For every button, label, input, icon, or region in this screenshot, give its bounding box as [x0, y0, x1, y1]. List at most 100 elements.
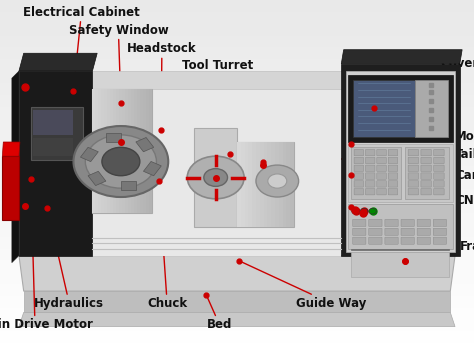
Circle shape: [204, 169, 228, 186]
Polygon shape: [33, 110, 73, 135]
Polygon shape: [2, 142, 20, 156]
Bar: [0, 189, 474, 201]
FancyBboxPatch shape: [408, 181, 419, 187]
FancyBboxPatch shape: [385, 219, 398, 226]
FancyBboxPatch shape: [421, 165, 431, 171]
Circle shape: [256, 165, 299, 197]
FancyBboxPatch shape: [434, 165, 444, 171]
Bar: [81, 147, 98, 162]
FancyBboxPatch shape: [388, 173, 398, 179]
Bar: [121, 181, 136, 190]
Text: CNC: CNC: [351, 194, 474, 207]
Bar: [137, 89, 140, 213]
Bar: [116, 89, 119, 213]
FancyBboxPatch shape: [354, 181, 364, 187]
Polygon shape: [31, 106, 83, 160]
Bar: [264, 142, 268, 227]
Bar: [286, 142, 291, 227]
Bar: [143, 89, 146, 213]
FancyBboxPatch shape: [377, 157, 386, 164]
Polygon shape: [2, 156, 19, 220]
Bar: [122, 89, 126, 213]
Bar: [260, 142, 264, 227]
FancyBboxPatch shape: [388, 189, 398, 195]
Bar: [0, 153, 474, 166]
Circle shape: [352, 208, 359, 214]
Bar: [140, 89, 143, 213]
Bar: [0, 11, 474, 24]
Bar: [134, 89, 137, 213]
FancyBboxPatch shape: [353, 219, 366, 226]
Bar: [245, 142, 249, 227]
Polygon shape: [194, 128, 237, 227]
FancyBboxPatch shape: [354, 149, 364, 156]
FancyBboxPatch shape: [421, 173, 431, 179]
Bar: [0, 106, 474, 118]
Bar: [88, 171, 106, 186]
FancyBboxPatch shape: [385, 237, 398, 244]
Bar: [99, 89, 102, 213]
Bar: [275, 142, 279, 227]
Bar: [0, 295, 474, 308]
FancyBboxPatch shape: [433, 228, 447, 235]
Bar: [0, 213, 474, 225]
Circle shape: [360, 208, 368, 214]
FancyBboxPatch shape: [385, 228, 398, 235]
FancyBboxPatch shape: [417, 237, 430, 244]
Text: Carriage: Carriage: [351, 169, 474, 182]
Text: Main Drive Motor: Main Drive Motor: [0, 179, 92, 331]
Bar: [0, 272, 474, 284]
Bar: [0, 319, 474, 331]
Bar: [0, 177, 474, 189]
Bar: [0, 82, 474, 95]
FancyBboxPatch shape: [353, 237, 366, 244]
FancyBboxPatch shape: [365, 165, 375, 171]
Polygon shape: [24, 291, 450, 312]
FancyBboxPatch shape: [408, 149, 419, 156]
FancyBboxPatch shape: [434, 173, 444, 179]
Bar: [267, 142, 272, 227]
Polygon shape: [341, 64, 460, 256]
Text: Guide Way: Guide Way: [239, 261, 366, 310]
Bar: [106, 133, 121, 142]
Bar: [0, 118, 474, 130]
FancyBboxPatch shape: [365, 157, 375, 164]
Bar: [290, 142, 294, 227]
Polygon shape: [348, 204, 453, 248]
Circle shape: [268, 174, 287, 188]
Bar: [0, 130, 474, 142]
FancyBboxPatch shape: [401, 219, 414, 226]
Bar: [0, 307, 474, 320]
FancyBboxPatch shape: [388, 149, 398, 156]
Bar: [128, 89, 131, 213]
Bar: [0, 224, 474, 237]
FancyBboxPatch shape: [417, 228, 430, 235]
FancyBboxPatch shape: [377, 149, 386, 156]
Bar: [136, 137, 154, 152]
FancyBboxPatch shape: [354, 189, 364, 195]
Text: Electrical Cabinet: Electrical Cabinet: [23, 6, 140, 91]
Bar: [0, 23, 474, 36]
Text: Cover: Cover: [374, 58, 474, 108]
FancyBboxPatch shape: [369, 228, 382, 235]
Bar: [144, 162, 161, 176]
Bar: [0, 47, 474, 59]
Circle shape: [102, 147, 140, 176]
Circle shape: [187, 156, 244, 199]
Polygon shape: [351, 248, 449, 250]
Polygon shape: [19, 71, 92, 256]
FancyBboxPatch shape: [377, 173, 386, 179]
Polygon shape: [19, 312, 455, 327]
Bar: [101, 89, 105, 213]
FancyBboxPatch shape: [434, 149, 444, 156]
Bar: [0, 59, 474, 71]
Text: Monitor: Monitor: [351, 130, 474, 144]
Bar: [95, 89, 99, 213]
Text: Safety Window: Safety Window: [69, 24, 168, 103]
Bar: [146, 89, 149, 213]
Bar: [92, 89, 96, 213]
Bar: [113, 89, 117, 213]
Circle shape: [85, 135, 156, 188]
Bar: [0, 331, 474, 343]
FancyBboxPatch shape: [388, 181, 398, 187]
